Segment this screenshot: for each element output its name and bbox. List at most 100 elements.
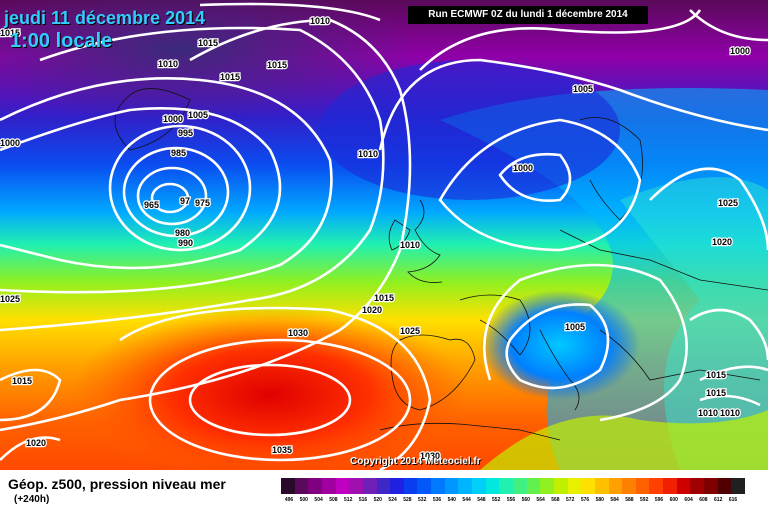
forecast-date: jeudi 11 décembre 2014 bbox=[4, 8, 206, 28]
map-title: Géop. z500, pression niveau mer bbox=[8, 476, 226, 492]
isobar-label: 1010 bbox=[698, 408, 718, 418]
scale-tick-label: 520 bbox=[373, 497, 382, 503]
isobar-label: 1035 bbox=[272, 445, 292, 455]
isobar-label: 1000 bbox=[730, 46, 750, 56]
scale-tick-label: 612 bbox=[714, 497, 723, 503]
forecast-range: (+240h) bbox=[14, 494, 50, 505]
isobar-label: 1025 bbox=[400, 326, 420, 336]
scale-swatch bbox=[349, 478, 364, 494]
scale-swatch bbox=[704, 478, 719, 494]
scale-swatch bbox=[690, 478, 705, 494]
scale-tick-label: 504 bbox=[314, 497, 323, 503]
scale-tick-label: 540 bbox=[447, 497, 456, 503]
isobar-label: 1010 bbox=[310, 16, 330, 26]
isobar-label: 1010 bbox=[358, 149, 378, 159]
isobar-label: 975 bbox=[195, 198, 210, 208]
isobar-label: 1030 bbox=[420, 451, 440, 461]
scale-tick-label: 608 bbox=[699, 497, 708, 503]
isobar-label: 1010 bbox=[720, 408, 740, 418]
scale-swatch bbox=[526, 478, 541, 494]
isobar-label: 1030 bbox=[288, 328, 308, 338]
scale-swatch bbox=[431, 478, 446, 494]
scale-tick-label: 568 bbox=[551, 497, 560, 503]
scale-tick-label: 580 bbox=[595, 497, 604, 503]
scale-swatch bbox=[608, 478, 623, 494]
scale-tick-label: 516 bbox=[358, 497, 368, 503]
isobar-label: 965 bbox=[144, 200, 159, 210]
isobar-label: 97 bbox=[180, 196, 190, 206]
isobar-label: 1000 bbox=[163, 114, 183, 124]
scale-swatch bbox=[281, 478, 296, 494]
isobar-label: 1025 bbox=[0, 294, 20, 304]
scale-swatch bbox=[717, 478, 732, 494]
isobar-label: 1010 bbox=[158, 59, 178, 69]
scale-swatch bbox=[635, 478, 650, 494]
isobar-label: 995 bbox=[178, 128, 193, 138]
scale-tick-label: 532 bbox=[418, 497, 427, 503]
scale-swatch bbox=[321, 478, 337, 494]
scale-tick-label: 588 bbox=[625, 497, 634, 503]
scale-swatch bbox=[663, 478, 678, 494]
scale-swatch bbox=[594, 478, 610, 494]
scale-tick-label: 512 bbox=[344, 497, 353, 503]
scale-swatch bbox=[390, 478, 405, 494]
isobar-label: 1005 bbox=[188, 110, 208, 120]
scale-swatch bbox=[622, 478, 637, 494]
scale-tick-label: 500 bbox=[299, 497, 308, 503]
isobar-label: 1015 bbox=[374, 293, 394, 303]
isobar-label: 1010 bbox=[400, 240, 420, 250]
copyright: Copyright 2014 Meteociel.fr bbox=[350, 456, 481, 467]
scale-tick-label: 556 bbox=[506, 497, 516, 503]
scale-tick-label: 508 bbox=[329, 497, 338, 503]
scale-tick-label: 536 bbox=[432, 497, 442, 503]
scale-swatch bbox=[362, 478, 378, 494]
scale-swatch bbox=[458, 478, 473, 494]
scale-swatch bbox=[553, 478, 569, 494]
isobar-label: 1000 bbox=[513, 163, 533, 173]
isobar-label: 1005 bbox=[565, 322, 585, 332]
scale-tick-label: 572 bbox=[566, 497, 575, 503]
isobar-label: 1015 bbox=[706, 370, 726, 380]
isobar-label: 1025 bbox=[718, 198, 738, 208]
isobar-label: 1015 bbox=[267, 60, 287, 70]
isobar-label: 1015 bbox=[0, 28, 20, 38]
scale-swatch bbox=[294, 478, 309, 494]
scale-swatch bbox=[308, 478, 323, 494]
scale-tick-label: 592 bbox=[640, 497, 649, 503]
isobar-label: 1020 bbox=[362, 305, 382, 315]
scale-swatch bbox=[540, 478, 555, 494]
scale-swatch bbox=[499, 478, 514, 494]
run-info: Run ECMWF 0Z du lundi 1 décembre 2014 bbox=[408, 6, 648, 24]
scale-swatch bbox=[649, 478, 664, 494]
isobar-label: 1015 bbox=[12, 376, 32, 386]
forecast-time: 1:00 locale bbox=[10, 30, 113, 52]
scale-tick-label: 544 bbox=[462, 497, 471, 503]
scale-tick-label: 564 bbox=[536, 497, 545, 503]
isobar-label: 1015 bbox=[198, 38, 218, 48]
weather-map: 1010 1015 1015 1010 1015 1015 1000 1005 … bbox=[0, 0, 768, 470]
scale-tick-label: 548 bbox=[477, 497, 486, 503]
scale-tick-label: 616 bbox=[728, 497, 738, 503]
isobar-label: 1000 bbox=[0, 138, 20, 148]
scale-swatch bbox=[567, 478, 582, 494]
scale-tick-label: 600 bbox=[669, 497, 678, 503]
scale-swatch bbox=[376, 478, 391, 494]
scale-tick-label: 560 bbox=[521, 497, 530, 503]
scale-swatch bbox=[472, 478, 487, 494]
scale-swatch bbox=[581, 478, 596, 494]
scale-swatch bbox=[444, 478, 459, 494]
isobar-label: 1020 bbox=[26, 438, 46, 448]
scale-swatch bbox=[485, 478, 500, 494]
scale-tick-label: 496 bbox=[284, 497, 294, 503]
scale-swatch bbox=[513, 478, 528, 494]
isobar-label: 1015 bbox=[220, 72, 240, 82]
scale-tick-label: 528 bbox=[403, 497, 412, 503]
scale-swatch bbox=[335, 478, 350, 494]
isobar-label: 980 bbox=[175, 228, 190, 238]
isobar-label: 990 bbox=[178, 238, 193, 248]
isobar-label: 1020 bbox=[712, 237, 732, 247]
scale-tick-label: 596 bbox=[654, 497, 664, 503]
scale-swatch bbox=[676, 478, 691, 494]
scale-swatch bbox=[417, 478, 432, 494]
isobar-label: 985 bbox=[171, 148, 186, 158]
